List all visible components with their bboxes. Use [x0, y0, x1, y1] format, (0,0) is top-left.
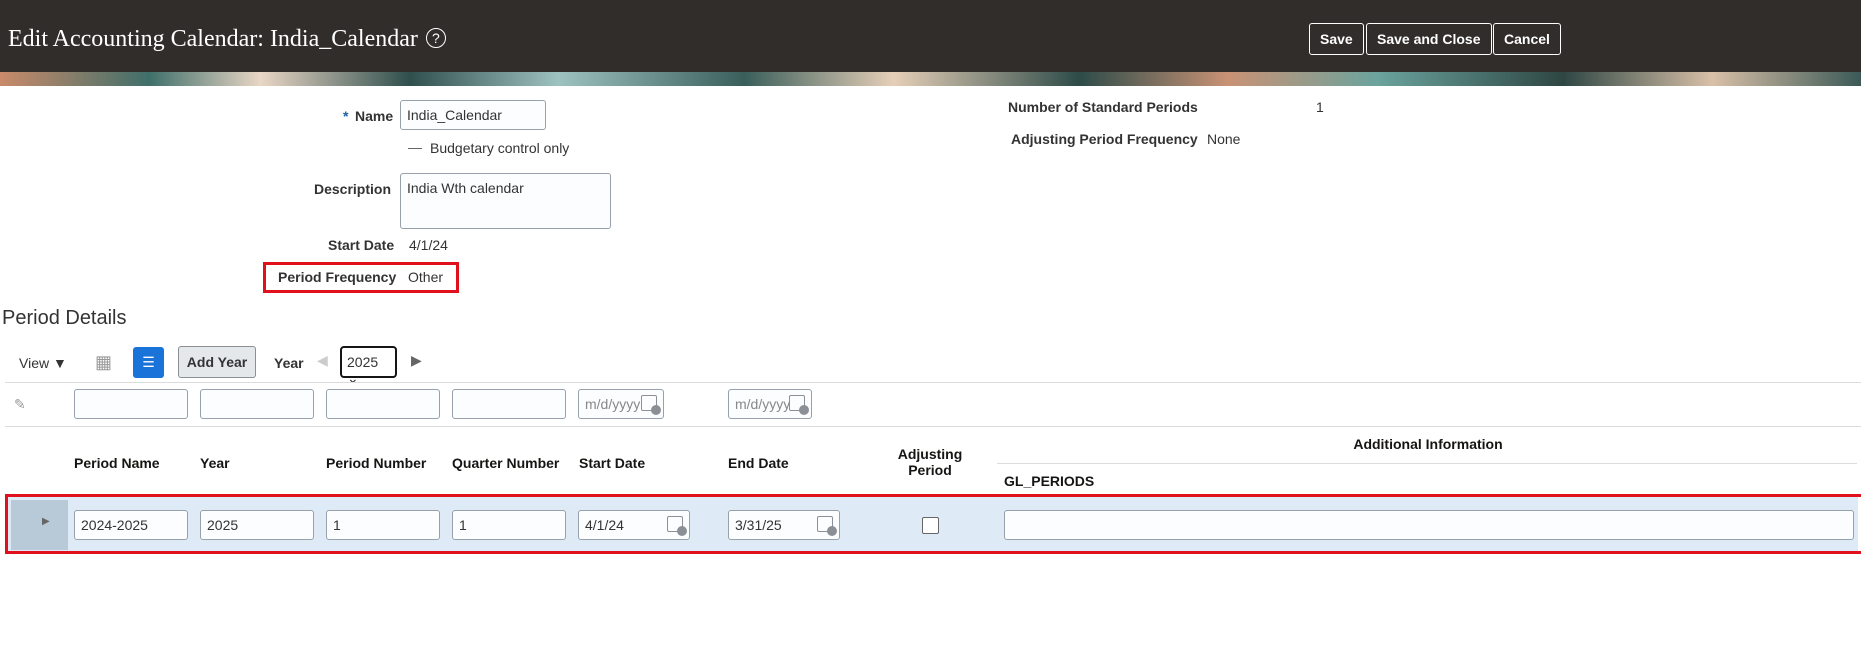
col-quarter-number[interactable]: Quarter Number — [452, 455, 560, 471]
save-and-close-button[interactable]: Save and Close — [1366, 23, 1492, 55]
checkbox-indicator[interactable] — [408, 148, 422, 149]
freeze-icon[interactable]: ▦ — [95, 352, 113, 372]
adjusting-frequency-value: None — [1207, 131, 1241, 147]
name-label: Name — [355, 108, 394, 124]
col-adjusting-period[interactable]: Adjusting Period — [897, 446, 963, 478]
help-circle-icon[interactable]: ? — [425, 28, 446, 48]
calendar-icon[interactable] — [817, 516, 837, 536]
period-number-input[interactable]: 1 — [326, 510, 440, 540]
end-date-input[interactable]: 3/31/25 — [728, 510, 840, 540]
previous-year-icon[interactable]: ◀ — [317, 352, 328, 368]
calendar-icon[interactable] — [667, 516, 687, 536]
adjusting-frequency-label: Adjusting Period Frequency — [1011, 131, 1198, 147]
col-period-number[interactable]: Period Number — [326, 455, 427, 471]
num-periods-value: 1 — [1316, 99, 1324, 115]
period-frequency-value: Other — [408, 269, 444, 285]
decorative-banner — [0, 72, 1861, 86]
year-value: 2025 — [347, 354, 379, 370]
section-title: Period Details — [2, 307, 127, 329]
clear-filter-icon[interactable]: ✎ — [14, 396, 26, 412]
col-year[interactable]: Year — [200, 455, 230, 471]
col-additional-information: Additional Information — [1353, 436, 1503, 452]
start-date-text: 4/1/24 — [585, 517, 624, 533]
budgetary-label: Budgetary control only — [430, 140, 570, 156]
save-button[interactable]: Save — [1309, 23, 1364, 55]
description-textarea[interactable]: India Wth calendar — [400, 173, 611, 229]
filter-year[interactable] — [200, 389, 314, 419]
gl-periods-input[interactable] — [1004, 510, 1854, 540]
description-label: Description — [314, 181, 392, 197]
start-date-value: 4/1/24 — [409, 237, 448, 253]
year-label: Year — [274, 355, 304, 371]
page-header: Edit Accounting Calendar: India_Calendar… — [0, 0, 1861, 72]
col-start-date[interactable]: Start Date — [579, 455, 646, 471]
adjusting-period-checkbox[interactable] — [922, 517, 939, 534]
period-name-input[interactable]: 2024-2025 — [74, 510, 188, 540]
page-title-text: Edit Accounting Calendar: India_Calendar — [8, 26, 418, 52]
filter-end-date[interactable]: m/d/yyyy — [728, 389, 812, 419]
filter-quarter-number[interactable] — [452, 389, 566, 419]
year-input[interactable]: 2025 — [200, 510, 314, 540]
row-expand-icon[interactable]: ▶ — [42, 516, 50, 527]
num-periods-label: Number of Standard Periods — [1008, 99, 1198, 115]
add-year-button[interactable]: Add Year — [178, 346, 256, 378]
filter-period-number[interactable] — [326, 389, 440, 419]
year-select[interactable]: 2025 ⌄ — [340, 346, 397, 386]
col-end-date[interactable]: End Date — [728, 455, 789, 471]
row-header[interactable]: ▶ — [11, 500, 68, 550]
filter-row — [5, 382, 1861, 427]
page-title: Edit Accounting Calendar: India_Calendar… — [8, 26, 446, 53]
query-by-example-icon[interactable]: ☰ — [133, 347, 164, 378]
placeholder: m/d/yyyy — [735, 396, 791, 412]
start-date-input[interactable]: 4/1/24 — [578, 510, 690, 540]
filter-period-name[interactable] — [74, 389, 188, 419]
col-gl-periods[interactable]: GL_PERIODS — [1004, 473, 1095, 489]
divider — [997, 463, 1857, 464]
calendar-icon[interactable] — [641, 395, 661, 415]
name-input[interactable]: India_Calendar — [400, 100, 546, 130]
highlight-box — [263, 262, 459, 293]
placeholder: m/d/yyyy — [585, 396, 641, 412]
filter-start-date[interactable]: m/d/yyyy — [578, 389, 664, 419]
view-menu[interactable]: View ▼ — [19, 355, 67, 371]
col-period-name[interactable]: Period Name — [74, 455, 160, 471]
next-year-icon[interactable]: ▶ — [411, 352, 422, 368]
cancel-button[interactable]: Cancel — [1493, 23, 1561, 55]
calendar-icon[interactable] — [789, 395, 809, 415]
period-frequency-label: Period Frequency — [278, 269, 397, 285]
highlight-box — [5, 494, 1861, 554]
start-date-label: Start Date — [328, 237, 395, 253]
view-label: View — [19, 355, 50, 371]
end-date-text: 3/31/25 — [735, 517, 782, 533]
required-marker: * — [343, 108, 349, 124]
quarter-number-input[interactable]: 1 — [452, 510, 566, 540]
